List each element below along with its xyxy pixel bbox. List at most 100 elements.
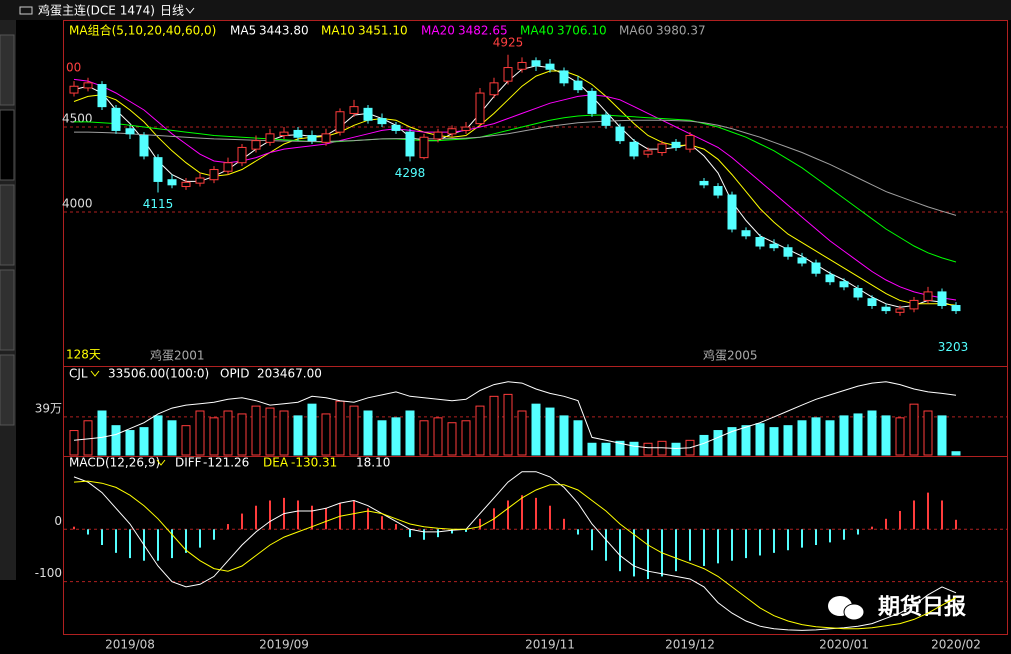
y-tick-label: 4000 bbox=[62, 197, 93, 211]
legend-entry: OPID bbox=[220, 367, 249, 381]
candle-body bbox=[223, 162, 233, 172]
volume-bar bbox=[279, 410, 289, 456]
volume-bar bbox=[139, 427, 149, 456]
annotation: 鸡蛋2005 bbox=[703, 348, 758, 363]
volume-bar bbox=[489, 395, 499, 456]
candle-body bbox=[377, 118, 387, 125]
candle-body bbox=[587, 90, 597, 114]
legend-entry: MACD(12,26,9) bbox=[69, 456, 160, 470]
volume-bar bbox=[335, 400, 345, 456]
candle-body bbox=[153, 157, 163, 182]
volume-bar bbox=[419, 420, 429, 456]
x-tick-label: 2020/01 bbox=[819, 638, 869, 652]
candle-body bbox=[139, 135, 149, 157]
side-tab[interactable] bbox=[0, 109, 15, 181]
candle-body bbox=[951, 305, 961, 312]
volume-bar bbox=[251, 405, 261, 456]
y-tick-label: 39万 bbox=[35, 401, 62, 415]
icon[interactable] bbox=[19, 6, 33, 15]
legend-title: MA组合(5,10,20,40,60,0) bbox=[69, 23, 216, 38]
volume-bar bbox=[97, 410, 107, 456]
legend-entry: 203467.00 bbox=[257, 367, 322, 381]
volume-bar bbox=[433, 417, 443, 456]
legend-entry: DEA bbox=[263, 456, 289, 470]
volume-bar bbox=[839, 415, 849, 456]
volume-bar bbox=[461, 420, 471, 456]
legend-entry: 33506.00(100:0) bbox=[108, 367, 209, 381]
volume-bar bbox=[811, 417, 821, 456]
candle-body bbox=[937, 291, 947, 307]
period[interactable]: 日线 bbox=[160, 4, 184, 18]
candle-body bbox=[167, 179, 177, 186]
volume-bar bbox=[881, 415, 891, 456]
candle-body bbox=[643, 150, 653, 155]
candle-body bbox=[293, 129, 303, 138]
candle-body bbox=[237, 146, 247, 164]
legend-entry: -121.26 bbox=[203, 456, 249, 470]
volume-bar bbox=[587, 442, 597, 456]
volume-bar bbox=[755, 423, 765, 456]
candle-body bbox=[601, 114, 611, 126]
line bbox=[73, 471, 957, 631]
dropdown-caret[interactable] bbox=[185, 7, 195, 14]
frame bbox=[63, 20, 1008, 635]
legend-value: 3451.10 bbox=[358, 24, 408, 38]
price-label: 4115 bbox=[143, 197, 174, 211]
volume-bar bbox=[951, 451, 961, 456]
side-tab[interactable] bbox=[0, 34, 15, 106]
line bbox=[73, 480, 957, 630]
volume-bar bbox=[125, 430, 135, 456]
line bbox=[73, 70, 957, 306]
annotation: 128天 bbox=[66, 348, 101, 362]
candle-body bbox=[559, 70, 569, 84]
legend-name: MA40 bbox=[520, 24, 554, 38]
legend-name: MA60 bbox=[619, 24, 653, 38]
volume-bar bbox=[293, 415, 303, 456]
candle-body bbox=[531, 60, 541, 67]
candle-body bbox=[111, 107, 121, 131]
y-tick-label: -100 bbox=[35, 566, 62, 580]
legend-value: 3482.65 bbox=[458, 24, 508, 38]
candle-body bbox=[195, 177, 205, 184]
candle-body bbox=[335, 111, 345, 133]
volume-bar bbox=[923, 410, 933, 456]
candle-body bbox=[209, 169, 219, 181]
candle-body bbox=[811, 262, 821, 274]
candle-body bbox=[349, 106, 359, 114]
volume-bar bbox=[349, 405, 359, 456]
volume-bar bbox=[363, 410, 373, 456]
volume-bar bbox=[447, 422, 457, 456]
candle-body bbox=[671, 141, 681, 148]
price-label: 4925 bbox=[493, 35, 524, 49]
volume-bar bbox=[937, 415, 947, 456]
side-tab[interactable] bbox=[0, 354, 15, 426]
candle-body bbox=[769, 243, 779, 249]
volume-bar bbox=[727, 427, 737, 456]
candle-body bbox=[657, 143, 667, 154]
price-label: 4298 bbox=[395, 166, 426, 180]
volume-bar bbox=[531, 403, 541, 456]
volume-bar bbox=[559, 415, 569, 456]
legend-name: MA5 bbox=[230, 24, 256, 38]
x-tick-label: 2019/08 bbox=[105, 638, 155, 652]
line bbox=[73, 78, 957, 301]
side-tab[interactable] bbox=[0, 184, 15, 266]
candle-body bbox=[363, 107, 373, 121]
x-tick-label: 2019/11 bbox=[525, 638, 575, 652]
volume-bar bbox=[69, 430, 79, 456]
candle-body bbox=[755, 237, 765, 247]
legend-entry: 18.10 bbox=[356, 456, 390, 470]
volume-bar bbox=[643, 442, 653, 456]
candle-body bbox=[783, 247, 793, 257]
volume-bar bbox=[111, 425, 121, 456]
candle-body bbox=[517, 61, 527, 70]
legend-value: 3443.80 bbox=[259, 24, 309, 38]
candle-body bbox=[853, 288, 863, 298]
volume-bar bbox=[265, 407, 275, 456]
line bbox=[74, 119, 957, 216]
candle-body bbox=[447, 128, 457, 135]
side-tab[interactable] bbox=[0, 269, 15, 351]
title: 鸡蛋主连(DCE 1474) bbox=[38, 3, 155, 18]
